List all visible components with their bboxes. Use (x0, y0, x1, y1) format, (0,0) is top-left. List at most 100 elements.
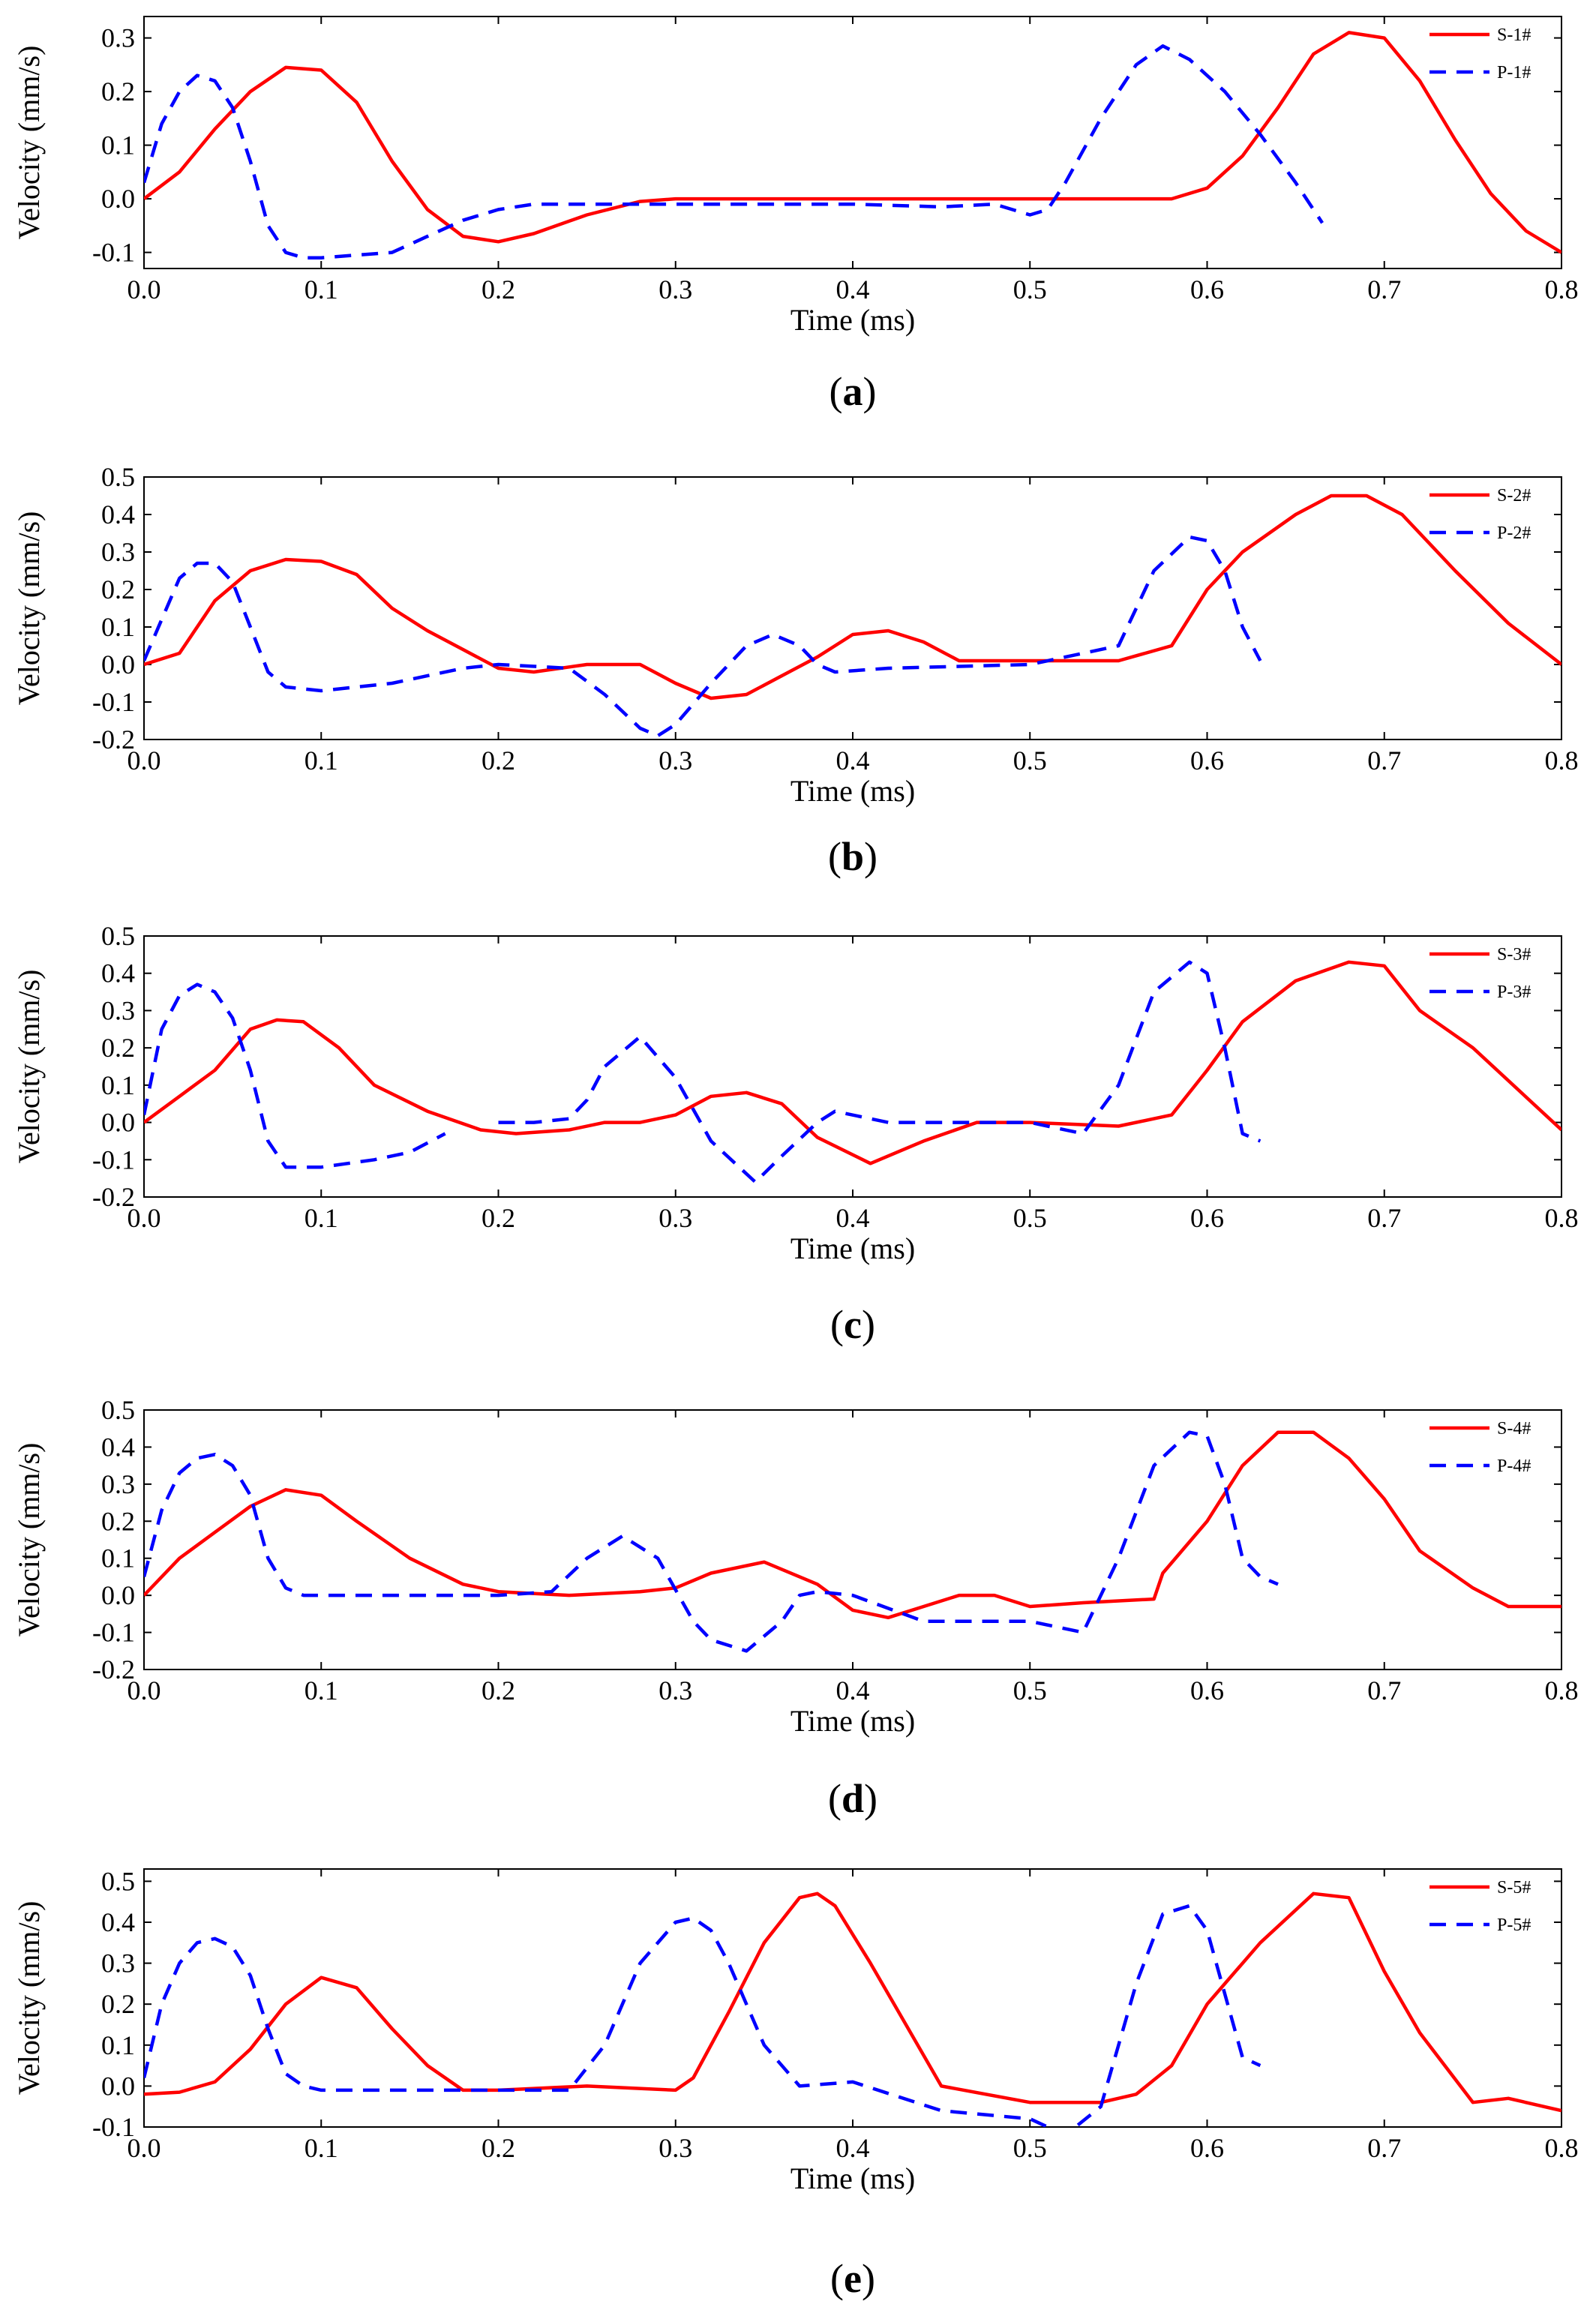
plot-frame (143, 476, 1562, 740)
x-tick-label: 0.2 (482, 274, 515, 304)
y-tick-label: -0.1 (92, 1618, 135, 1648)
plot-frame (143, 1409, 1562, 1670)
y-axis-title: Velocity (mm/s) (12, 970, 46, 1164)
y-tick-label: 0.5 (101, 1866, 135, 1896)
y-tick-label: 0.2 (101, 574, 135, 604)
y-axis-title: Velocity (mm/s) (12, 512, 46, 706)
chart-panel-e: 0.0 0.1 0.2 0.3 0.4 0.5 0.6 0.7 0.8-0.10.00.10.2… (12, 1866, 1579, 2301)
y-tick-label: 0.1 (101, 1070, 135, 1100)
x-tick-label: 0.2 (482, 2133, 515, 2163)
y-tick-label: 0.2 (101, 1033, 135, 1063)
x-tick-label: 0.3 (658, 274, 692, 304)
x-tick-label: 0.4 (836, 274, 870, 304)
series-line-s-4 (144, 1430, 1562, 1620)
legend-label: S-5# (1497, 1878, 1531, 1898)
chart-panel-b: 0.0 0.1 0.2 0.3 0.4 0.5 0.6 0.7 0.8 -0.2 -0.1 0.0 0.… (12, 462, 1579, 879)
legend-label: S-4# (1497, 1419, 1531, 1438)
series-line-s-2 (144, 494, 1562, 700)
panel-label: (e) (830, 2256, 875, 2301)
x-tick-label: 0.3 (658, 1203, 692, 1233)
y-tick-label: 0.0 (101, 1108, 135, 1138)
x-tick-label: 0.3 (658, 746, 692, 776)
x-tick-label: 0.6 (1190, 1203, 1224, 1233)
y-tick-label: 0.1 (101, 612, 135, 642)
y-tick-label: 0.5 (101, 462, 135, 492)
x-tick-label: 0.1 (304, 746, 338, 776)
x-tick-label: 0.0 (128, 1676, 161, 1706)
y-tick-label: 0.3 (101, 995, 135, 1025)
x-tick-label: 0.6 (1190, 274, 1224, 304)
x-tick-label: 0.1 (304, 1203, 338, 1233)
y-tick-label: -0.1 (92, 1144, 135, 1174)
y-tick-label: 0.2 (101, 1989, 135, 2019)
y-tick-label: 0.0 (101, 1580, 135, 1610)
x-tick-label: 0.0 (128, 746, 161, 776)
y-tick-label: 0.3 (101, 1948, 135, 1978)
y-tick-label: -0.1 (92, 238, 135, 268)
y-axis-title: Velocity (mm/s) (12, 1901, 46, 2096)
x-tick-label: 0.3 (658, 1676, 692, 1706)
x-tick-label: 0.6 (1190, 1676, 1224, 1706)
x-tick-label: 0.0 (128, 274, 161, 304)
plot-frame (143, 1868, 1562, 2128)
panel-label: (d) (828, 1776, 878, 1821)
y-tick-label: -0.2 (92, 1654, 135, 1684)
legend-label: P-1# (1497, 63, 1531, 82)
x-tick-label: 0.4 (836, 2133, 870, 2163)
x-tick-label: 0.8 (1545, 1203, 1579, 1233)
x-tick-label: 0.4 (836, 746, 870, 776)
x-tick-label: 0.5 (1013, 746, 1047, 776)
y-tick-label: 0.4 (101, 1432, 135, 1462)
y-tick-label: 0.1 (101, 130, 135, 160)
series-line-p-5 (144, 1904, 1262, 2127)
x-tick-label: 0.7 (1367, 2133, 1401, 2163)
series-line-p-1 (144, 44, 1324, 260)
x-tick-label: 0.7 (1367, 746, 1401, 776)
y-tick-label: 0.0 (101, 184, 135, 214)
x-tick-label: 0.6 (1190, 746, 1224, 776)
plot-frame (143, 16, 1562, 269)
x-tick-label: 0.1 (304, 274, 338, 304)
panel-label: (c) (830, 1302, 875, 1347)
legend-label: S-2# (1497, 486, 1531, 506)
series-line-s-5 (144, 1892, 1562, 2113)
y-tick-label: -0.1 (92, 687, 135, 717)
x-axis-title: Time (ms) (790, 2162, 915, 2195)
x-tick-label: 0.2 (482, 1676, 515, 1706)
x-tick-label: 0.6 (1190, 2133, 1224, 2163)
series-line-p-4 (144, 1430, 1279, 1653)
x-tick-label: 0.4 (836, 1676, 870, 1706)
x-tick-label: 0.5 (1013, 2133, 1047, 2163)
chart-panel-a: 0.0 0.1 0.2 0.3 0.4 0.5 0.6 0.7 0.8 -0.1 0.0 0.1 0.2… (12, 16, 1579, 414)
series-line-s-3 (144, 960, 1562, 1166)
y-tick-label: 0.0 (101, 650, 135, 680)
x-tick-label: 0.0 (128, 2133, 161, 2163)
x-tick-label: 0.5 (1013, 1676, 1047, 1706)
x-axis-title: Time (ms) (790, 1232, 915, 1265)
y-tick-label: 0.1 (101, 2030, 135, 2060)
y-tick-label: 0.2 (101, 1506, 135, 1536)
x-axis-title: Time (ms) (790, 303, 915, 337)
x-tick-label: 0.8 (1545, 2133, 1579, 2163)
y-tick-label: 0.5 (101, 921, 135, 951)
y-tick-label: 0.4 (101, 1907, 135, 1937)
x-tick-label: 0.8 (1545, 274, 1579, 304)
chart-panel-c: 0.0 0.1 0.2 0.3 0.4 0.5 0.6 0.7 0.8 -0.2 -0.1 0.0 0.… (12, 921, 1579, 1347)
x-tick-label: 0.7 (1367, 274, 1401, 304)
x-tick-label: 0.7 (1367, 1676, 1401, 1706)
y-tick-label: 0.4 (101, 500, 135, 530)
y-tick-label: -0.2 (92, 724, 135, 754)
legend-label: P-4# (1497, 1456, 1531, 1476)
x-tick-label: 0.5 (1013, 1203, 1047, 1233)
panel-label: (a) (830, 369, 877, 414)
panel-label: (b) (828, 834, 878, 879)
y-tick-label: 0.1 (101, 1544, 135, 1574)
x-axis-title: Time (ms) (790, 774, 915, 808)
y-tick-label: 0.0 (101, 2071, 135, 2101)
x-tick-label: 0.2 (482, 746, 515, 776)
y-tick-label: 0.3 (101, 1469, 135, 1499)
x-tick-label: 0.1 (304, 1676, 338, 1706)
legend-label: S-1# (1497, 26, 1531, 45)
series-line-p-3 (144, 960, 1262, 1184)
